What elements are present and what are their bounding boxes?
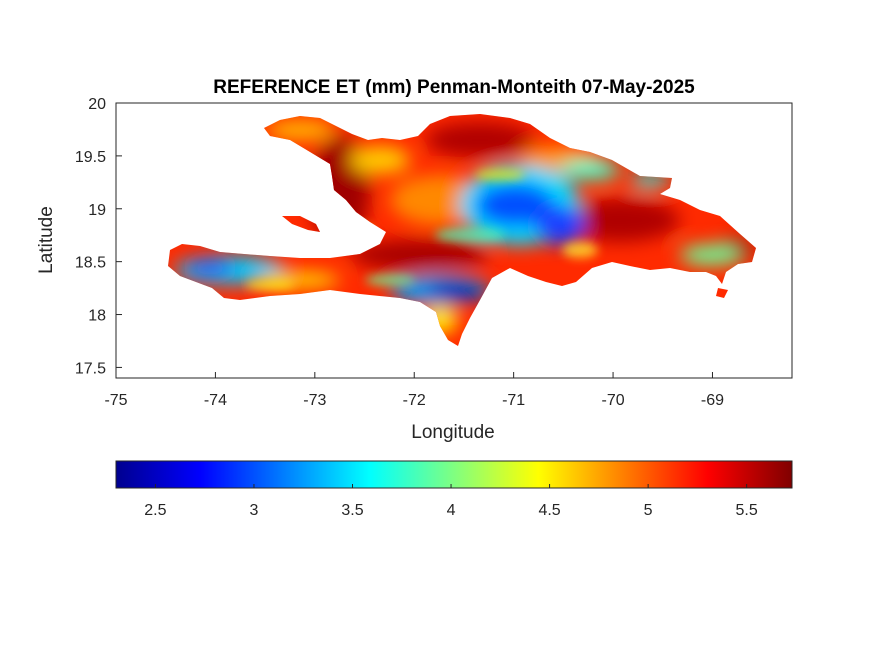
y-axis-label: Latitude [36,206,57,274]
x-axis-ticks: -75 -74 -73 -72 -71 -70 -69 [104,372,724,409]
colorbar [115,460,793,489]
x-tick-label: -73 [303,392,326,409]
colorbar-tick-label: 4 [447,502,456,519]
x-tick-label: -70 [601,392,624,409]
y-tick-label: 19 [88,202,106,219]
y-tick-label: 17.5 [75,360,106,377]
y-tick-label: 19.5 [75,149,106,166]
colorbar-tick-label: 3 [250,502,259,519]
chart-title: REFERENCE ET (mm) Penman-Monteith 07-May… [213,77,695,98]
colorbar-tick-label: 5 [644,502,653,519]
y-tick-label: 18.5 [75,255,106,272]
colorbar-tick-label: 5.5 [736,502,758,519]
y-tick-label: 18 [88,308,106,325]
colorbar-tick-label: 3.5 [341,502,363,519]
y-axis-ticks: 17.5 18 18.5 19 19.5 20 [75,96,122,377]
x-tick-label: -71 [502,392,525,409]
x-tick-label: -69 [701,392,724,409]
x-tick-label: -72 [403,392,426,409]
x-tick-label: -75 [104,392,127,409]
colorbar-ticks: 2.5 3 3.5 4 4.5 5 5.5 [144,484,758,519]
x-axis-label: Longitude [411,422,494,443]
y-tick-label: 20 [88,96,106,113]
colorbar-tick-label: 2.5 [144,502,166,519]
colorbar-tick-label: 4.5 [538,502,560,519]
x-tick-label: -74 [204,392,227,409]
